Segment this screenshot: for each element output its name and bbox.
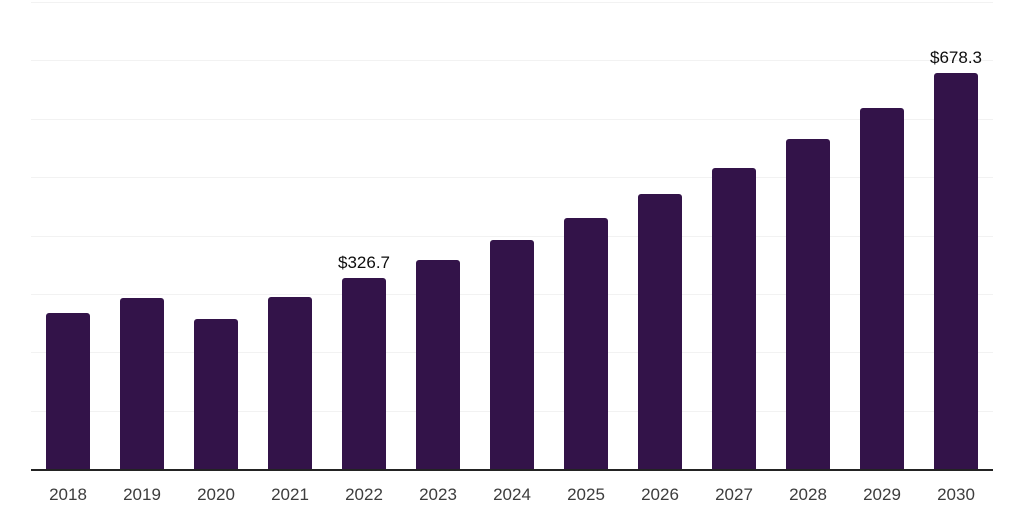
gridline-600 [31, 118, 993, 120]
bar-2021 [268, 297, 312, 469]
bar-2030 [934, 73, 978, 469]
bar-2027 [712, 167, 756, 469]
bars-container: $326.7 $678.3 [31, 2, 993, 469]
bar-slot-2021 [253, 2, 327, 469]
bar-2029 [860, 107, 904, 469]
x-tick-label-2020: 2020 [197, 485, 235, 504]
bar-slot-2029 [845, 2, 919, 469]
bar-slot-2024 [475, 2, 549, 469]
bar-slot-2019 [105, 2, 179, 469]
bar-2026 [638, 194, 682, 469]
bar-slot-2027 [697, 2, 771, 469]
bar-slot-2025 [549, 2, 623, 469]
x-tick-label-2028: 2028 [789, 485, 827, 504]
gridline-800 [31, 2, 993, 3]
x-tick-label-2022: 2022 [345, 485, 383, 504]
plot-area: $326.7 $678.3 [31, 2, 993, 469]
bar-slot-2020 [179, 2, 253, 469]
bar-2024 [490, 240, 534, 469]
x-axis-line [31, 469, 993, 471]
gridline-700 [31, 60, 993, 62]
x-tick-label-2025: 2025 [567, 485, 605, 504]
bar-2020 [194, 318, 238, 469]
bar-2025 [564, 218, 608, 469]
bar-value-label-2022: $326.7 [338, 253, 390, 273]
gridline-400 [31, 235, 993, 237]
x-tick-label-2023: 2023 [419, 485, 457, 504]
bar-value-label-2030: $678.3 [930, 48, 982, 68]
gridline-500 [31, 177, 993, 179]
x-tick-label-2019: 2019 [123, 485, 161, 504]
bar-2022 [342, 278, 386, 469]
bar-2019 [120, 297, 164, 469]
x-tick-label-2029: 2029 [863, 485, 901, 504]
bar-2018 [46, 313, 90, 469]
bar-slot-2026 [623, 2, 697, 469]
bar-2023 [416, 260, 460, 469]
bar-slot-2028 [771, 2, 845, 469]
bar-slot-2023 [401, 2, 475, 469]
x-tick-label-2021: 2021 [271, 485, 309, 504]
x-tick-label-2027: 2027 [715, 485, 753, 504]
bar-slot-2030: $678.3 [919, 2, 993, 469]
x-axis-tick-labels: 2018 2019 2020 2021 2022 2023 2024 2025 2026 2027… [31, 486, 993, 503]
x-tick-label-2026: 2026 [641, 485, 679, 504]
bar-slot-2022: $326.7 [327, 2, 401, 469]
x-tick-label-2024: 2024 [493, 485, 531, 504]
x-tick-label-2018: 2018 [49, 485, 87, 504]
bar-2028 [786, 139, 830, 469]
x-tick-label-2030: 2030 [937, 485, 975, 504]
bar-slot-2018 [31, 2, 105, 469]
